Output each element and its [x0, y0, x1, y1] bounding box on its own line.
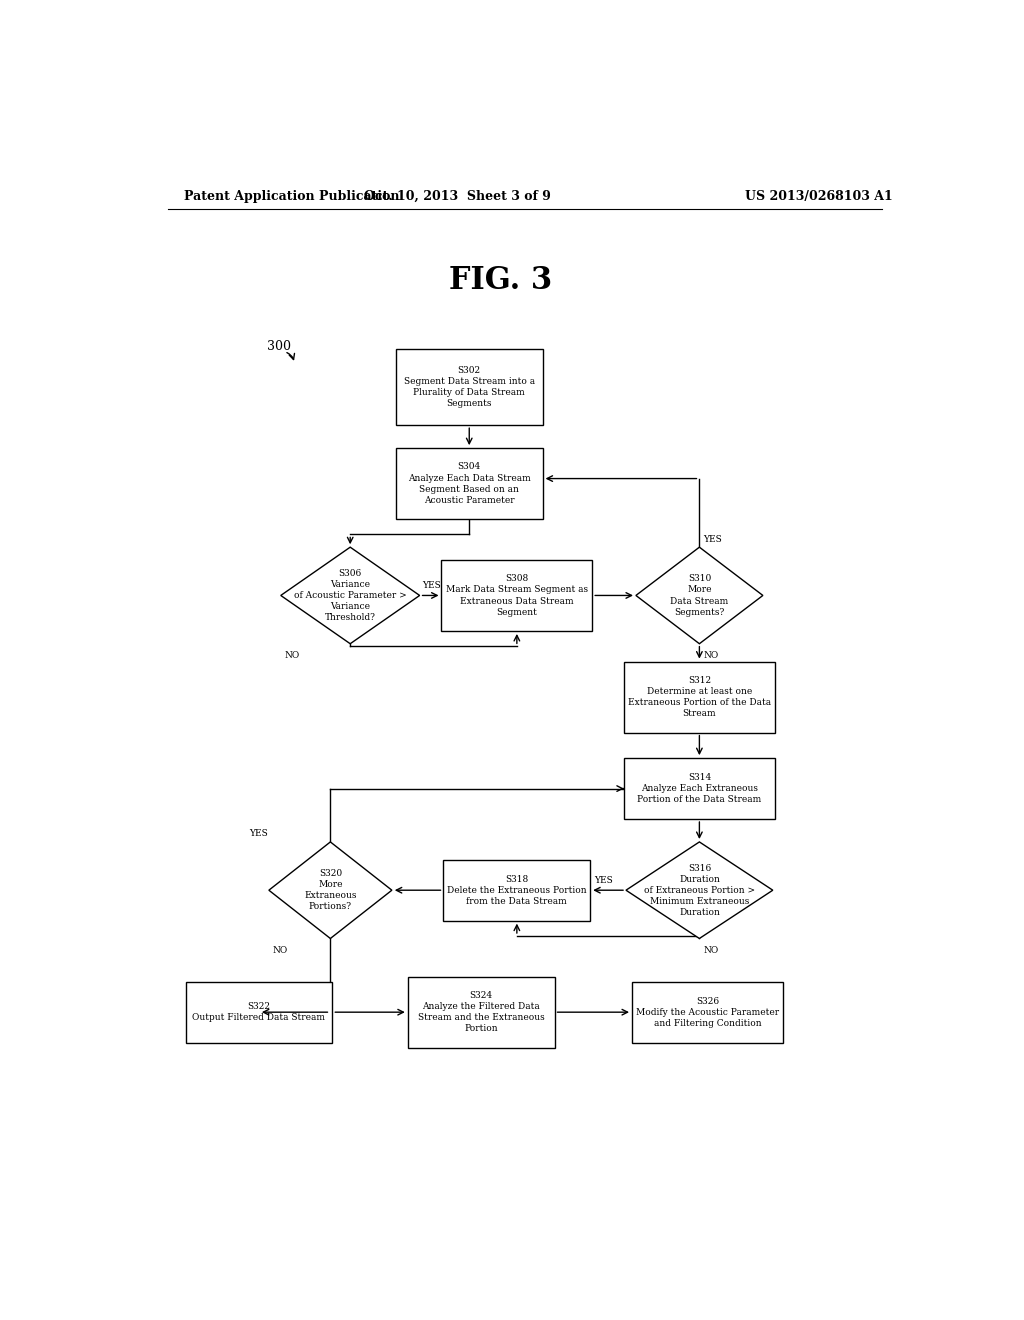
Text: S310
More
Data Stream
Segments?: S310 More Data Stream Segments? — [671, 574, 728, 616]
Text: NO: NO — [703, 652, 719, 660]
Text: S308
Mark Data Stream Segment as
Extraneous Data Stream
Segment: S308 Mark Data Stream Segment as Extrane… — [445, 574, 588, 616]
Text: S304
Analyze Each Data Stream
Segment Based on an
Acoustic Parameter: S304 Analyze Each Data Stream Segment Ba… — [408, 462, 530, 504]
FancyBboxPatch shape — [624, 661, 775, 733]
Text: NO: NO — [272, 946, 288, 956]
FancyBboxPatch shape — [396, 348, 543, 425]
Text: S316
Duration
of Extraneous Portion >
Minimum Extraneous
Duration: S316 Duration of Extraneous Portion > Mi… — [644, 863, 755, 917]
FancyBboxPatch shape — [441, 560, 592, 631]
Text: US 2013/0268103 A1: US 2013/0268103 A1 — [744, 190, 892, 203]
Text: YES: YES — [594, 875, 613, 884]
Text: YES: YES — [422, 581, 440, 590]
FancyBboxPatch shape — [408, 977, 555, 1048]
Text: Patent Application Publication: Patent Application Publication — [183, 190, 399, 203]
Text: S326
Modify the Acoustic Parameter
and Filtering Condition: S326 Modify the Acoustic Parameter and F… — [636, 997, 779, 1028]
FancyBboxPatch shape — [396, 447, 543, 519]
Text: S314
Analyze Each Extraneous
Portion of the Data Stream: S314 Analyze Each Extraneous Portion of … — [637, 774, 762, 804]
Text: YES: YES — [249, 829, 267, 838]
Text: YES: YES — [703, 535, 722, 544]
Polygon shape — [636, 548, 763, 644]
Text: Oct. 10, 2013  Sheet 3 of 9: Oct. 10, 2013 Sheet 3 of 9 — [364, 190, 551, 203]
Text: S318
Delete the Extraneous Portion
from the Data Stream: S318 Delete the Extraneous Portion from … — [447, 875, 587, 906]
Text: FIG. 3: FIG. 3 — [450, 265, 553, 296]
Text: S312
Determine at least one
Extraneous Portion of the Data
Stream: S312 Determine at least one Extraneous P… — [628, 676, 771, 718]
FancyBboxPatch shape — [624, 758, 775, 818]
FancyBboxPatch shape — [443, 859, 590, 921]
Text: S322
Output Filtered Data Stream: S322 Output Filtered Data Stream — [193, 1002, 326, 1022]
Text: NO: NO — [703, 946, 719, 956]
Text: S320
More
Extraneous
Portions?: S320 More Extraneous Portions? — [304, 869, 356, 911]
FancyBboxPatch shape — [632, 982, 782, 1043]
Text: S302
Segment Data Stream into a
Plurality of Data Stream
Segments: S302 Segment Data Stream into a Pluralit… — [403, 366, 535, 408]
Text: 300: 300 — [267, 341, 291, 352]
Polygon shape — [281, 548, 420, 644]
Text: S306
Variance
of Acoustic Parameter >
Variance
Threshold?: S306 Variance of Acoustic Parameter > Va… — [294, 569, 407, 622]
Text: NO: NO — [285, 652, 300, 660]
FancyBboxPatch shape — [185, 982, 333, 1043]
Text: S324
Analyze the Filtered Data
Stream and the Extraneous
Portion: S324 Analyze the Filtered Data Stream an… — [418, 991, 545, 1034]
Polygon shape — [269, 842, 392, 939]
Polygon shape — [626, 842, 773, 939]
